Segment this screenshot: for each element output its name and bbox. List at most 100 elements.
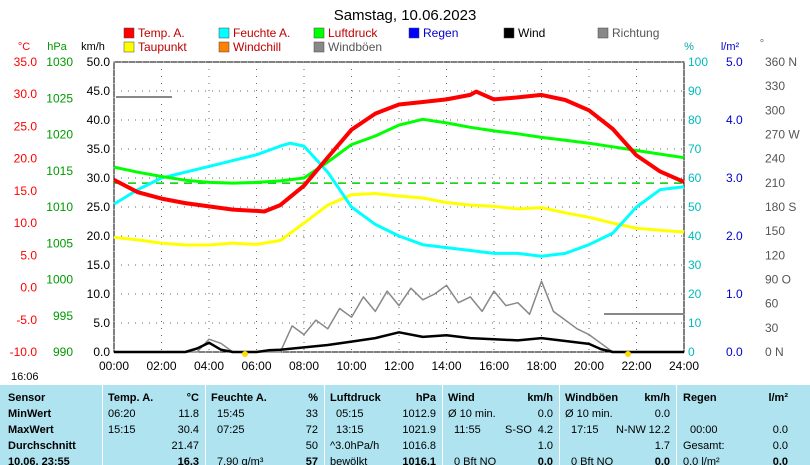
rain-tick: 1.0: [726, 287, 743, 301]
stats-wind-bft: 0 Bft NO: [454, 456, 497, 465]
stats-wind-avg: 1.0: [537, 440, 553, 452]
direction-tick: 270 W: [765, 128, 800, 142]
sunrise-marker: [242, 351, 248, 357]
stats-unit-rain: l/m²: [768, 392, 788, 404]
x-tick: 14:00: [431, 359, 461, 370]
series-line-temp: [113, 89, 685, 214]
stats-rain-time: 00:00: [690, 424, 718, 436]
pressure-tick: 1000: [46, 273, 73, 287]
stats-press-forecast: bewölkt: [330, 456, 368, 465]
chart-title: Samstag, 10.06.2023: [334, 7, 477, 24]
stats-wind-current: 0.0: [537, 456, 553, 465]
legend-swatch: [218, 41, 230, 53]
stats-col-wind: Wind km/h Ø 10 min. 0.0 11:55 S-SO 4.2 1.0 0…: [443, 385, 559, 465]
stats-col-rain: Regen l/m² 00:00 0.0 Gesamt: 0.0 0.0 l/m² 0.…: [677, 385, 810, 465]
stats-gust-max-time: 17:15: [571, 424, 599, 436]
direction-tick: 210: [765, 176, 785, 190]
direction-tick: 60: [765, 297, 779, 311]
wind-tick: 45.0: [87, 84, 111, 98]
humidity-tick: 40: [688, 229, 702, 243]
timestamp: 16:06: [11, 371, 39, 383]
series-line-windboeen: [114, 280, 684, 353]
wind-tick: 30.0: [87, 171, 111, 185]
temp-tick: 20.0: [14, 152, 38, 166]
legend-swatch: [597, 27, 609, 39]
stats-rain-current: 0.0: [772, 456, 788, 465]
stats-hum-max: 72: [305, 424, 318, 436]
stats-panel: Sensor MinWert MaxWert Durchschnitt 10.0…: [0, 385, 810, 465]
wind-tick: 40.0: [87, 113, 111, 127]
direction-tick: 150: [765, 224, 785, 238]
sunrise-marker: [625, 351, 631, 357]
stats-press-max-time: 13:15: [336, 424, 364, 436]
legend-swatch: [123, 41, 135, 53]
weather-chart: Samstag, 10.06.2023 Temp. A. Feuchte A. Luf…: [10, 7, 801, 370]
stats-hum-min-time: 15:45: [217, 408, 245, 420]
legend-label: Regen: [423, 26, 458, 40]
pressure-tick: 1010: [46, 200, 73, 214]
humidity-tick: 20: [688, 287, 702, 301]
axis-unit-label: hPa: [47, 41, 67, 53]
stats-press-current: 1016.1: [402, 456, 436, 465]
direction-tick: 330: [765, 79, 785, 93]
legend-label: Richtung: [612, 26, 659, 40]
series-line-wind: [114, 331, 684, 354]
x-tick: 00:00: [99, 359, 129, 370]
x-tick: 08:00: [289, 359, 319, 370]
stats-col-temp: Temp. A. °C 06:20 11.8 15:15 30.4 21.47 16.…: [103, 385, 205, 465]
stats-temp-avg: 21.47: [171, 440, 199, 452]
stats-header-sensor: Sensor: [8, 392, 46, 404]
series-line-feuchte: [113, 141, 685, 258]
humidity-tick: 60: [688, 171, 702, 185]
x-tick: 18:00: [526, 359, 556, 370]
series-line-taupunkt: [113, 192, 685, 247]
legend-label: Luftdruck: [328, 26, 378, 40]
stats-unit-humidity: %: [308, 392, 318, 404]
x-tick: 16:00: [479, 359, 509, 370]
direction-tick: 30: [765, 321, 779, 335]
wind-tick: 15.0: [87, 258, 111, 272]
stats-press-trend: ^3.0hPa/h: [330, 440, 380, 452]
stats-rain-total: 0.0: [772, 440, 788, 452]
stats-label-max: MaxWert: [8, 424, 54, 436]
direction-tick: 0 N: [765, 345, 784, 359]
stats-label-avg: Durchschnitt: [8, 440, 76, 452]
stats-wind-avg10: 0.0: [537, 408, 553, 420]
chart-svg: Samstag, 10.06.2023 Temp. A. Feuchte A. Luf…: [10, 7, 801, 370]
stats-temp-max: 30.4: [177, 424, 199, 436]
stats-header-wind: Wind: [448, 392, 475, 404]
stats-gust-current: 0.0: [654, 456, 670, 465]
wind-tick: 20.0: [87, 229, 111, 243]
stats-header-temp: Temp. A.: [108, 392, 154, 404]
footer-bar: 16:06: [0, 370, 810, 385]
x-tick: 02:00: [146, 359, 176, 370]
legend-label: Feuchte A.: [233, 26, 290, 40]
direction-tick: 120: [765, 248, 785, 262]
legend-label: Windchill: [233, 40, 281, 54]
x-tick: 06:00: [241, 359, 271, 370]
humidity-tick: 0: [688, 345, 695, 359]
stats-wind-max-dir: S-SO: [505, 424, 532, 436]
x-tick: 04:00: [194, 359, 224, 370]
stats-hum-max-time: 07:25: [217, 424, 245, 436]
temp-tick: -5.0: [16, 313, 37, 327]
wind-tick: 35.0: [87, 142, 111, 156]
wind-tick: 25.0: [87, 200, 111, 214]
legend-swatch: [123, 27, 135, 39]
x-tick: 24:00: [669, 359, 699, 370]
stats-gust-max-dir: N-NW: [616, 424, 646, 436]
humidity-tick: 30: [688, 258, 702, 272]
legend-swatch: [313, 27, 325, 39]
stats-gust-avg-label: Ø 10 min.: [565, 408, 613, 420]
humidity-tick: 100: [688, 55, 708, 69]
stats-unit-pressure: hPa: [415, 392, 436, 404]
legend-label: Temp. A.: [138, 26, 185, 40]
pressure-tick: 1015: [46, 164, 73, 178]
direction-tick: 180 S: [765, 200, 796, 214]
pressure-tick: 1020: [46, 128, 73, 142]
axis-unit-label: %: [684, 41, 694, 53]
pressure-tick: 1005: [46, 236, 73, 250]
rain-tick: 2.0: [726, 229, 743, 243]
wind-tick: 5.0: [93, 316, 110, 330]
stats-gust-avg: 1.7: [654, 440, 670, 452]
